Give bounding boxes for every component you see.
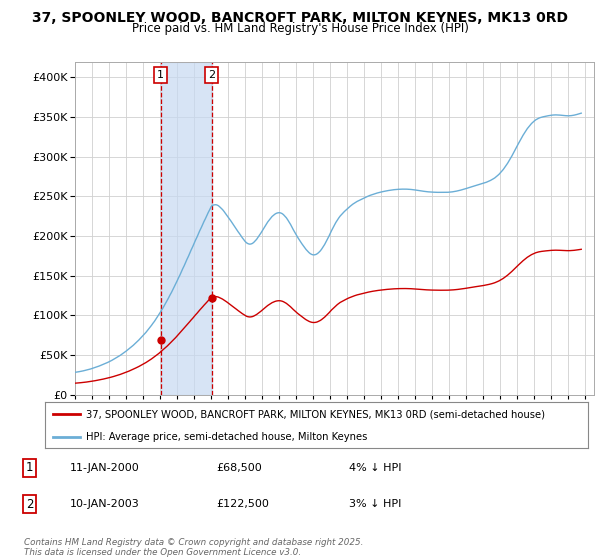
Text: 4% ↓ HPI: 4% ↓ HPI [349,463,401,473]
Text: 1: 1 [157,70,164,80]
Text: 2: 2 [208,70,215,80]
Text: 1: 1 [26,461,33,474]
Text: 3% ↓ HPI: 3% ↓ HPI [349,499,401,509]
Text: Price paid vs. HM Land Registry's House Price Index (HPI): Price paid vs. HM Land Registry's House … [131,22,469,35]
Text: 11-JAN-2000: 11-JAN-2000 [70,463,139,473]
Text: HPI: Average price, semi-detached house, Milton Keynes: HPI: Average price, semi-detached house,… [86,432,367,441]
Text: £122,500: £122,500 [217,499,269,509]
Text: £68,500: £68,500 [217,463,262,473]
Text: Contains HM Land Registry data © Crown copyright and database right 2025.
This d: Contains HM Land Registry data © Crown c… [24,538,364,557]
Bar [161,62,212,395]
Text: 37, SPOONLEY WOOD, BANCROFT PARK, MILTON KEYNES, MK13 0RD: 37, SPOONLEY WOOD, BANCROFT PARK, MILTON… [32,11,568,25]
Text: 10-JAN-2003: 10-JAN-2003 [70,499,139,509]
Text: 37, SPOONLEY WOOD, BANCROFT PARK, MILTON KEYNES, MK13 0RD (semi-detached house): 37, SPOONLEY WOOD, BANCROFT PARK, MILTON… [86,409,545,419]
Text: 2: 2 [26,497,33,511]
